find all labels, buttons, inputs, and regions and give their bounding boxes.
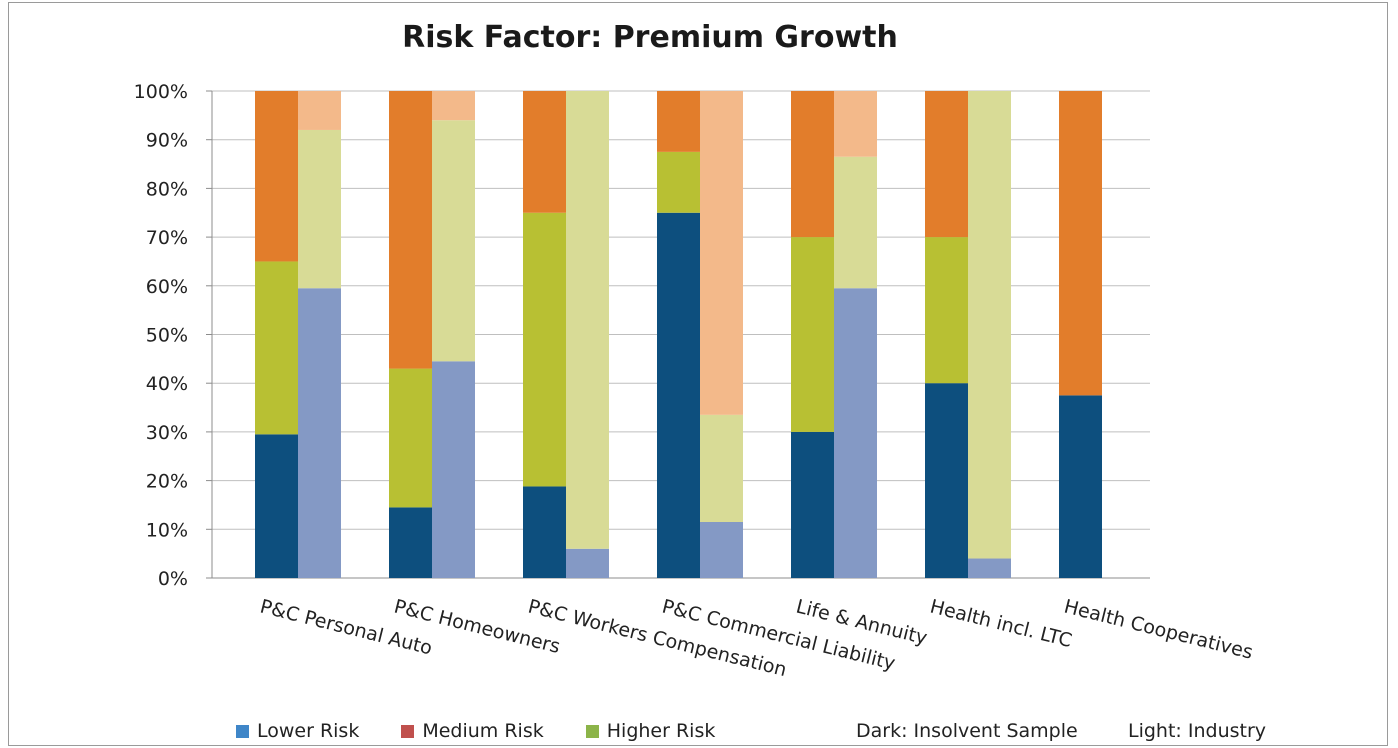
industry-bar-life-and-annuity-0 — [834, 288, 877, 578]
y-tick-label: 10% — [146, 519, 188, 541]
x-tick-label-health-incl-ltc: Health incl. LTC — [928, 596, 1074, 652]
industry-bar-pandc-homeowners-2 — [432, 91, 475, 121]
legend-swatch-lower-risk — [236, 724, 249, 738]
industry-bar-life-and-annuity-1 — [834, 156, 877, 289]
insolvent-bar-health-cooperatives-2 — [1059, 91, 1102, 396]
y-tick-label: 30% — [146, 422, 188, 444]
legend-note-light: Light: Industry — [1128, 720, 1267, 742]
insolvent-bar-pandc-workers-compensation-2 — [523, 91, 566, 213]
insolvent-bar-health-incl-ltc-2 — [925, 91, 968, 238]
legend-label-lower-risk: Lower Risk — [257, 720, 360, 742]
insolvent-bar-health-cooperatives-0 — [1059, 395, 1102, 578]
industry-bar-pandc-workers-compensation-1 — [566, 91, 609, 549]
industry-bar-health-incl-ltc-0 — [968, 558, 1011, 578]
y-tick-label: 40% — [146, 373, 188, 395]
industry-bar-pandc-homeowners-1 — [432, 120, 475, 362]
insolvent-bar-pandc-commercial-liability-1 — [657, 151, 700, 213]
industry-bar-health-incl-ltc-1 — [968, 91, 1011, 559]
industry-bar-pandc-commercial-liability-2 — [700, 91, 743, 415]
insolvent-bar-pandc-personal-auto-2 — [255, 91, 298, 262]
industry-bar-pandc-commercial-liability-1 — [700, 414, 743, 522]
insolvent-bar-pandc-workers-compensation-0 — [523, 486, 566, 578]
insolvent-bar-health-incl-ltc-0 — [925, 383, 968, 578]
industry-bar-pandc-homeowners-0 — [432, 361, 475, 578]
insolvent-bar-pandc-homeowners-0 — [389, 507, 432, 578]
insolvent-bar-health-incl-ltc-1 — [925, 237, 968, 384]
legend-note-dark: Dark: Insolvent Sample — [856, 720, 1078, 742]
insolvent-bar-pandc-personal-auto-1 — [255, 261, 298, 435]
insolvent-bar-pandc-personal-auto-0 — [255, 434, 298, 578]
legend-label-medium-risk: Medium Risk — [422, 720, 544, 742]
y-tick-label: 0% — [158, 568, 188, 590]
insolvent-bar-life-and-annuity-1 — [791, 237, 834, 432]
insolvent-bar-pandc-homeowners-1 — [389, 368, 432, 508]
legend-item-higher-risk: Higher Risk — [585, 720, 716, 742]
industry-bar-life-and-annuity-2 — [834, 91, 877, 157]
industry-bar-pandc-personal-auto-0 — [298, 288, 341, 578]
insolvent-bar-life-and-annuity-0 — [791, 431, 834, 578]
y-tick-label: 70% — [146, 227, 188, 249]
insolvent-bar-pandc-commercial-liability-0 — [657, 212, 700, 578]
legend: Lower Risk Medium Risk Higher Risk — [236, 717, 757, 745]
y-tick-label: 100% — [134, 81, 188, 103]
chart-title: Risk Factor: Premium Growth — [402, 20, 898, 55]
legend-item-lower-risk: Lower Risk — [236, 720, 359, 742]
y-tick-label: 20% — [146, 471, 188, 493]
bars — [255, 91, 1102, 578]
x-tick-label-health-cooperatives: Health Cooperatives — [1062, 596, 1255, 664]
insolvent-bar-pandc-commercial-liability-2 — [657, 91, 700, 152]
y-tick-label: 50% — [146, 325, 188, 347]
insolvent-bar-pandc-homeowners-2 — [389, 91, 432, 369]
insolvent-bar-pandc-workers-compensation-1 — [523, 212, 566, 487]
legend-label-higher-risk: Higher Risk — [606, 720, 716, 742]
y-tick-label: 90% — [146, 130, 188, 152]
industry-bar-pandc-workers-compensation-0 — [566, 548, 609, 578]
insolvent-bar-life-and-annuity-2 — [791, 91, 834, 238]
legend-swatch-higher-risk — [585, 724, 599, 738]
industry-bar-pandc-personal-auto-2 — [298, 91, 341, 130]
industry-bar-pandc-personal-auto-1 — [298, 129, 341, 289]
y-axis: 0% 10% 20% 30% 40% 50% 60% 70% 80% 90% 100% — [134, 81, 1150, 590]
y-tick-label: 60% — [146, 276, 188, 298]
y-tick-label: 80% — [146, 178, 188, 200]
legend-swatch-medium-risk — [401, 724, 415, 738]
legend-item-medium-risk: Medium Risk — [401, 720, 544, 742]
industry-bar-pandc-commercial-liability-0 — [700, 521, 743, 578]
